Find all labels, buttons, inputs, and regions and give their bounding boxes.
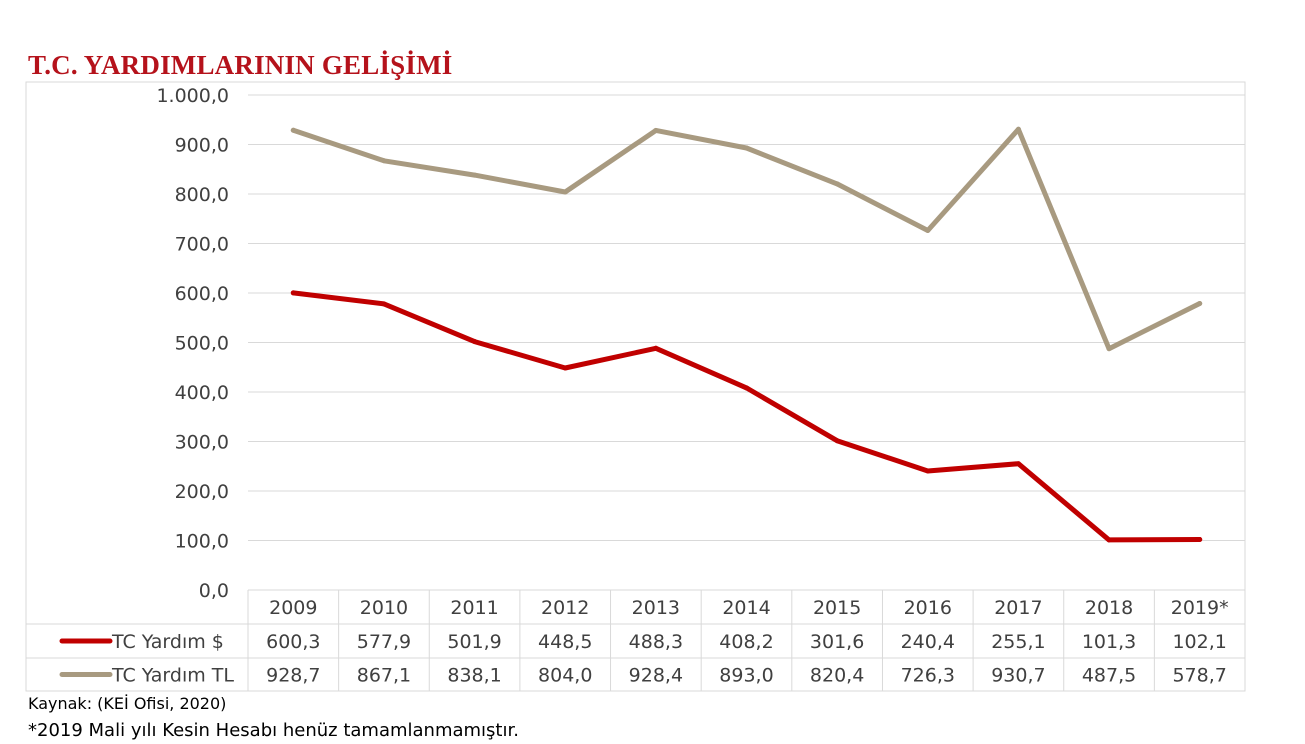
table-value: 930,7 [991, 665, 1045, 687]
data-point [562, 189, 568, 195]
x-tick-label: 2010 [360, 597, 408, 619]
chart-title: T.C. YARDIMLARININ GELİŞİMİ [28, 50, 453, 80]
data-point [381, 158, 387, 164]
source-text: Kaynak: (KEİ Ofisi, 2020) [28, 694, 227, 713]
y-tick-label: 600,0 [175, 283, 229, 305]
data-point [562, 365, 568, 371]
data-point [1197, 301, 1203, 307]
x-tick-label: 2016 [904, 597, 952, 619]
table-value: 408,2 [719, 631, 773, 653]
x-tick-label: 2019* [1171, 597, 1229, 619]
table-value: 487,5 [1082, 665, 1136, 687]
table-value: 501,9 [447, 631, 501, 653]
data-point [1106, 537, 1112, 543]
y-tick-label: 500,0 [175, 333, 229, 355]
table-value: 726,3 [901, 665, 955, 687]
x-tick-label: 2011 [450, 597, 498, 619]
data-point [381, 301, 387, 307]
table-value: 867,1 [357, 665, 411, 687]
x-tick-label: 2015 [813, 597, 861, 619]
x-tick-label: 2018 [1085, 597, 1133, 619]
table-value: 928,7 [266, 665, 320, 687]
x-tick-label: 2014 [722, 597, 770, 619]
series-line-1 [290, 290, 1203, 543]
data-point [653, 345, 659, 351]
x-tick-label: 2012 [541, 597, 589, 619]
y-tick-label: 1.000,0 [156, 85, 229, 107]
x-tick-label: 2017 [994, 597, 1042, 619]
y-tick-label: 100,0 [175, 531, 229, 553]
data-point [472, 172, 478, 178]
data-point [925, 468, 931, 474]
y-tick-label: 800,0 [175, 184, 229, 206]
data-point [834, 438, 840, 444]
data-point [925, 227, 931, 233]
table-value: 488,3 [629, 631, 683, 653]
series-line-2 [290, 126, 1203, 352]
data-point [290, 127, 296, 133]
data-point [290, 290, 296, 296]
data-point [1197, 536, 1203, 542]
footnote-text: *2019 Mali yılı Kesin Hesabı henüz tamam… [28, 720, 519, 741]
data-point [472, 339, 478, 345]
table-value: 102,1 [1172, 631, 1226, 653]
y-tick-label: 900,0 [175, 135, 229, 157]
table-value: 893,0 [719, 665, 773, 687]
table-value: 928,4 [629, 665, 683, 687]
y-tick-label: 400,0 [175, 382, 229, 404]
data-point [653, 127, 659, 133]
y-tick-label: 700,0 [175, 234, 229, 256]
table-value: 448,5 [538, 631, 592, 653]
x-tick-label: 2009 [269, 597, 317, 619]
data-point [1106, 346, 1112, 352]
table-value: 240,4 [901, 631, 955, 653]
y-tick-label: 200,0 [175, 481, 229, 503]
data-point [744, 145, 749, 151]
table-value: 578,7 [1172, 665, 1226, 687]
table-value: 301,6 [810, 631, 864, 653]
table-value: 838,1 [447, 665, 501, 687]
table-value: 577,9 [357, 631, 411, 653]
table-value: 255,1 [991, 631, 1045, 653]
data-point [744, 385, 749, 391]
table-value: 600,3 [266, 631, 320, 653]
table-value: 804,0 [538, 665, 592, 687]
legend-label: TC Yardım $ [111, 631, 224, 653]
legend-label: TC Yardım TL [111, 665, 234, 687]
table-value: 101,3 [1082, 631, 1136, 653]
table-value: 820,4 [810, 665, 864, 687]
y-tick-label: 300,0 [175, 432, 229, 454]
y-tick-label: 0,0 [199, 580, 229, 602]
x-tick-label: 2013 [632, 597, 680, 619]
data-point [834, 181, 840, 187]
data-point [1015, 461, 1021, 467]
data-point [1015, 126, 1021, 132]
